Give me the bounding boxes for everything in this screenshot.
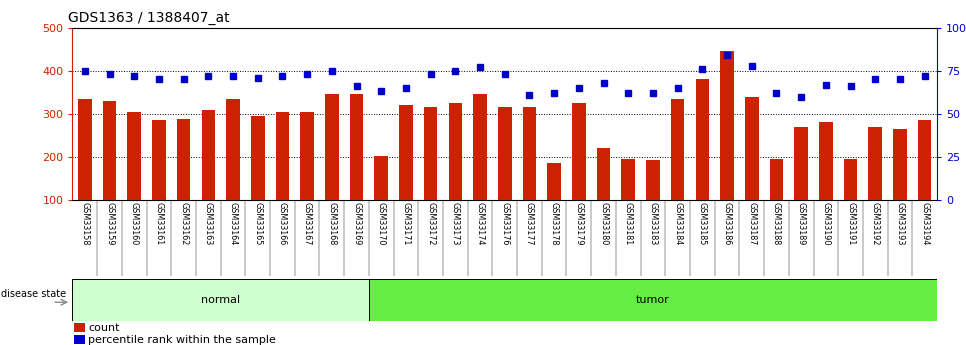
Text: GSM33184: GSM33184	[673, 203, 682, 246]
Bar	[670, 99, 685, 200]
Bar	[128, 112, 141, 200]
Bar	[369, 279, 937, 321]
Bar	[251, 116, 265, 200]
Bar	[74, 323, 85, 332]
Text: GSM33170: GSM33170	[377, 203, 385, 246]
Bar	[548, 164, 561, 200]
Bar	[448, 103, 462, 200]
Text: tumor: tumor	[636, 295, 669, 305]
Bar	[424, 107, 438, 200]
Text: GSM33190: GSM33190	[821, 203, 831, 246]
Bar	[646, 160, 660, 200]
Text: percentile rank within the sample: percentile rank within the sample	[88, 335, 276, 345]
Bar	[894, 129, 907, 200]
Text: GSM33179: GSM33179	[575, 203, 583, 246]
Bar	[597, 148, 611, 200]
Bar	[497, 107, 512, 200]
Bar	[770, 159, 783, 200]
Text: GSM33191: GSM33191	[846, 203, 855, 246]
Text: disease state: disease state	[2, 289, 67, 299]
Text: GSM33176: GSM33176	[500, 203, 509, 246]
Text: GSM33160: GSM33160	[129, 203, 139, 246]
Bar	[819, 122, 833, 200]
Bar	[572, 103, 585, 200]
Text: GSM33181: GSM33181	[624, 203, 633, 246]
Bar	[375, 156, 388, 200]
Text: GSM33171: GSM33171	[402, 203, 411, 246]
Bar	[843, 159, 858, 200]
Text: GDS1363 / 1388407_at: GDS1363 / 1388407_at	[69, 11, 230, 25]
Bar	[523, 107, 536, 200]
Text: GSM33164: GSM33164	[229, 203, 238, 246]
Bar	[399, 105, 412, 200]
Bar	[72, 279, 369, 321]
Bar	[300, 112, 314, 200]
Bar	[918, 120, 931, 200]
Text: count: count	[88, 323, 120, 333]
Text: GSM33186: GSM33186	[723, 203, 731, 246]
Text: GSM33188: GSM33188	[772, 203, 781, 246]
Text: GSM33172: GSM33172	[426, 203, 435, 246]
Text: GSM33158: GSM33158	[80, 203, 89, 246]
Text: GSM33162: GSM33162	[179, 203, 188, 246]
Bar	[696, 79, 709, 200]
Text: GSM33169: GSM33169	[352, 203, 361, 246]
Text: GSM33192: GSM33192	[870, 203, 880, 246]
Bar	[473, 95, 487, 200]
Bar	[794, 127, 808, 200]
Bar	[745, 97, 758, 200]
Text: GSM33187: GSM33187	[748, 203, 756, 246]
Text: GSM33194: GSM33194	[921, 203, 929, 246]
Bar	[226, 99, 240, 200]
Text: GSM33177: GSM33177	[525, 203, 534, 246]
Text: GSM33167: GSM33167	[302, 203, 312, 246]
Bar	[350, 95, 363, 200]
Text: GSM33161: GSM33161	[155, 203, 163, 246]
Bar	[275, 112, 289, 200]
Text: GSM33193: GSM33193	[895, 203, 904, 246]
Text: GSM33189: GSM33189	[797, 203, 806, 246]
Text: GSM33166: GSM33166	[278, 203, 287, 246]
Bar	[325, 95, 339, 200]
Bar	[78, 99, 92, 200]
Text: normal: normal	[201, 295, 241, 305]
Text: GSM33168: GSM33168	[327, 203, 336, 246]
Bar	[152, 120, 166, 200]
Text: GSM33174: GSM33174	[475, 203, 485, 246]
Bar	[102, 101, 116, 200]
Text: GSM33173: GSM33173	[451, 203, 460, 246]
Text: GSM33178: GSM33178	[550, 203, 558, 246]
Text: GSM33159: GSM33159	[105, 203, 114, 246]
Bar	[621, 159, 635, 200]
Bar	[868, 127, 882, 200]
Bar	[177, 119, 190, 200]
Bar	[721, 51, 734, 200]
Text: GSM33165: GSM33165	[253, 203, 262, 246]
Bar	[202, 110, 215, 200]
Text: GSM33180: GSM33180	[599, 203, 608, 246]
Text: GSM33183: GSM33183	[648, 203, 658, 246]
Text: GSM33163: GSM33163	[204, 203, 213, 246]
Text: GSM33185: GSM33185	[697, 203, 707, 246]
Bar	[74, 335, 85, 344]
